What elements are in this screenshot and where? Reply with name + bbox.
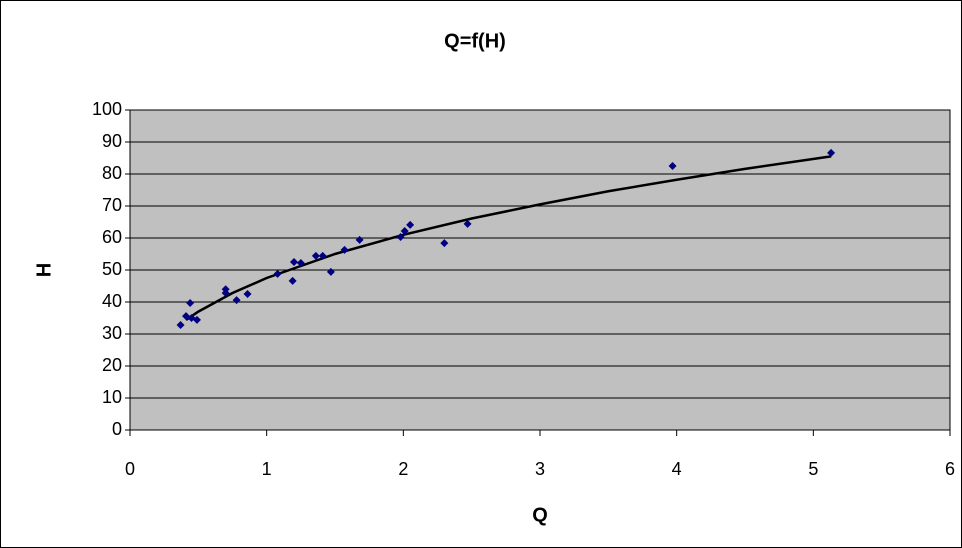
x-tick-label: 6 [945, 459, 955, 479]
chart-title: Q=f(H) [444, 30, 506, 52]
data-point [290, 258, 298, 266]
data-point [406, 220, 415, 229]
data-point [221, 289, 230, 298]
x-axis-label: Q [532, 504, 548, 526]
y-tick-label: 0 [112, 419, 122, 439]
y-tick-label: 20 [102, 355, 122, 375]
data-point [296, 258, 305, 267]
data-point [288, 276, 297, 285]
data-point [440, 239, 449, 248]
data-point [273, 269, 282, 278]
data-point [355, 235, 364, 244]
y-tick-label: 50 [102, 259, 122, 279]
data-point [340, 245, 349, 254]
y-tick-label: 90 [102, 131, 122, 151]
x-tick-label: 1 [262, 459, 272, 479]
y-tick-label: 60 [102, 227, 122, 247]
data-point [176, 321, 185, 330]
data-point [318, 251, 327, 260]
y-tick-label: 100 [92, 99, 122, 119]
data-point [232, 296, 241, 305]
x-tick-label: 5 [808, 459, 818, 479]
data-point [463, 219, 472, 228]
x-tick-label: 3 [535, 459, 545, 479]
y-tick-label: 30 [102, 323, 122, 343]
data-point [400, 226, 409, 235]
data-point [311, 251, 320, 260]
data-point [243, 290, 252, 298]
x-tick-label: 4 [672, 459, 682, 479]
data-point [192, 315, 201, 324]
y-axis-label: H [33, 263, 55, 277]
data-point [186, 298, 195, 307]
y-tick-label: 70 [102, 195, 122, 215]
y-tick-label: 40 [102, 291, 122, 311]
y-tick-label: 80 [102, 163, 122, 183]
data-point [326, 267, 335, 276]
trend-line [185, 155, 832, 321]
data-point [396, 233, 405, 242]
x-tick-label: 2 [398, 459, 408, 479]
x-tick-label: 0 [125, 459, 135, 479]
y-tick-label: 10 [102, 387, 122, 407]
data-point [668, 162, 677, 170]
data-point [827, 148, 836, 157]
